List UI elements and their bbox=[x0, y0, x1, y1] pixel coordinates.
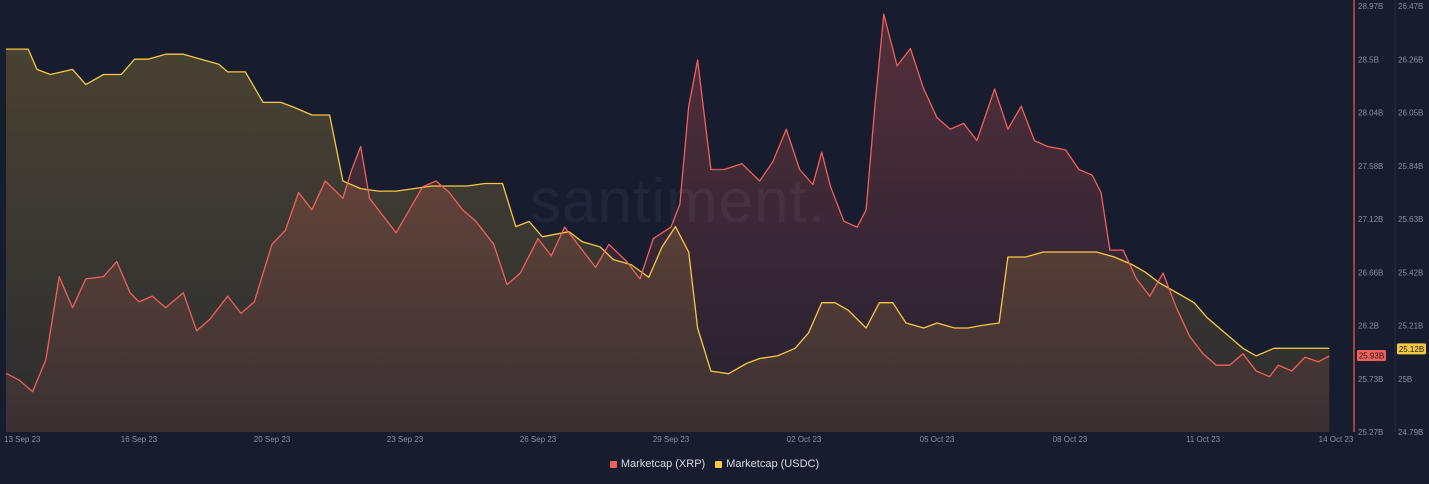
y-left-tick-label: 26.2B bbox=[1358, 322, 1379, 331]
badge-usdc-text: 25.12B bbox=[1399, 345, 1424, 354]
legend-item-xrp[interactable]: Marketcap (XRP) bbox=[609, 458, 706, 470]
badge-xrp-text: 25.93B bbox=[1359, 352, 1384, 361]
legend-item-usdc[interactable]: Marketcap (USDC) bbox=[715, 458, 819, 470]
x-tick-label: 02 Oct 23 bbox=[787, 435, 822, 444]
y-right-tick-label: 25.63B bbox=[1398, 215, 1423, 224]
y-left-tick-label: 26.66B bbox=[1358, 268, 1383, 277]
y-right-tick-label: 26.47B bbox=[1398, 2, 1423, 11]
x-axis: 13 Sep 23 16 Sep 23 20 Sep 23 23 Sep 23 26 S… bbox=[4, 435, 1354, 444]
y-right-tick-label: 26.26B bbox=[1398, 55, 1423, 64]
y-left-tick-label: 28.5B bbox=[1358, 55, 1379, 64]
x-tick-label: 11 Oct 23 bbox=[1186, 435, 1221, 444]
line-usdc bbox=[6, 48, 1330, 375]
series-lines bbox=[5, 13, 1330, 393]
line-xrp bbox=[5, 13, 1330, 393]
x-tick-label: 20 Sep 23 bbox=[254, 435, 291, 444]
x-tick-label: 16 Sep 23 bbox=[121, 435, 158, 444]
y-left-tick-label: 25.27B bbox=[1358, 428, 1383, 437]
y-left-tick-label: 28.04B bbox=[1358, 109, 1383, 118]
badge-xrp-bg bbox=[1357, 350, 1386, 362]
x-tick-label: 23 Sep 23 bbox=[387, 435, 424, 444]
y-left-tick-label: 28.97B bbox=[1358, 2, 1383, 11]
x-tick-label: 08 Oct 23 bbox=[1053, 435, 1088, 444]
legend-swatch-xrp bbox=[609, 460, 617, 468]
current-value-badges: 25.93B 25.12B bbox=[1357, 343, 1426, 362]
y-right-tick-label: 26.05B bbox=[1398, 109, 1423, 118]
y-right-tick-label: 25.21B bbox=[1398, 322, 1423, 331]
y-left-tick-label: 27.12B bbox=[1358, 215, 1383, 224]
y-right-tick-label: 25B bbox=[1398, 375, 1412, 384]
badge-usdc: 25.12B bbox=[1397, 343, 1426, 355]
legend-swatch-usdc bbox=[715, 460, 723, 468]
y-left-tick-label: 25.73B bbox=[1358, 375, 1383, 384]
legend: Marketcap (XRP) Marketcap (USDC) bbox=[0, 458, 1429, 470]
badge-xrp: 25.93B bbox=[1357, 350, 1386, 362]
x-tick-label: 13 Sep 23 bbox=[4, 435, 41, 444]
x-tick-label: 05 Oct 23 bbox=[920, 435, 955, 444]
badge-usdc-bg bbox=[1397, 343, 1426, 355]
series-areas bbox=[6, 14, 1330, 432]
x-tick-label: 29 Sep 23 bbox=[653, 435, 690, 444]
x-tick-label: 26 Sep 23 bbox=[520, 435, 557, 444]
legend-label-xrp: Marketcap (XRP) bbox=[620, 458, 706, 470]
area-xrp bbox=[6, 14, 1330, 432]
legend-label-usdc: Marketcap (USDC) bbox=[726, 458, 820, 470]
x-tick-label: 14 Oct 23 bbox=[1319, 435, 1354, 444]
y-left-tick-label: 27.58B bbox=[1358, 162, 1383, 171]
y-axis-right: 26.47B 26.26B 26.05B 25.84B 25.63B 25.42B 25.2… bbox=[1394, 0, 1423, 437]
y-right-tick-label: 25.84B bbox=[1398, 162, 1423, 171]
y-right-tick-label: 25.42B bbox=[1398, 268, 1423, 277]
y-axis-left: 28.97B 28.5B 28.04B 27.58B 27.12B 26.66B 26.2B… bbox=[1353, 0, 1383, 437]
y-right-tick-label: 24.79B bbox=[1398, 428, 1423, 437]
